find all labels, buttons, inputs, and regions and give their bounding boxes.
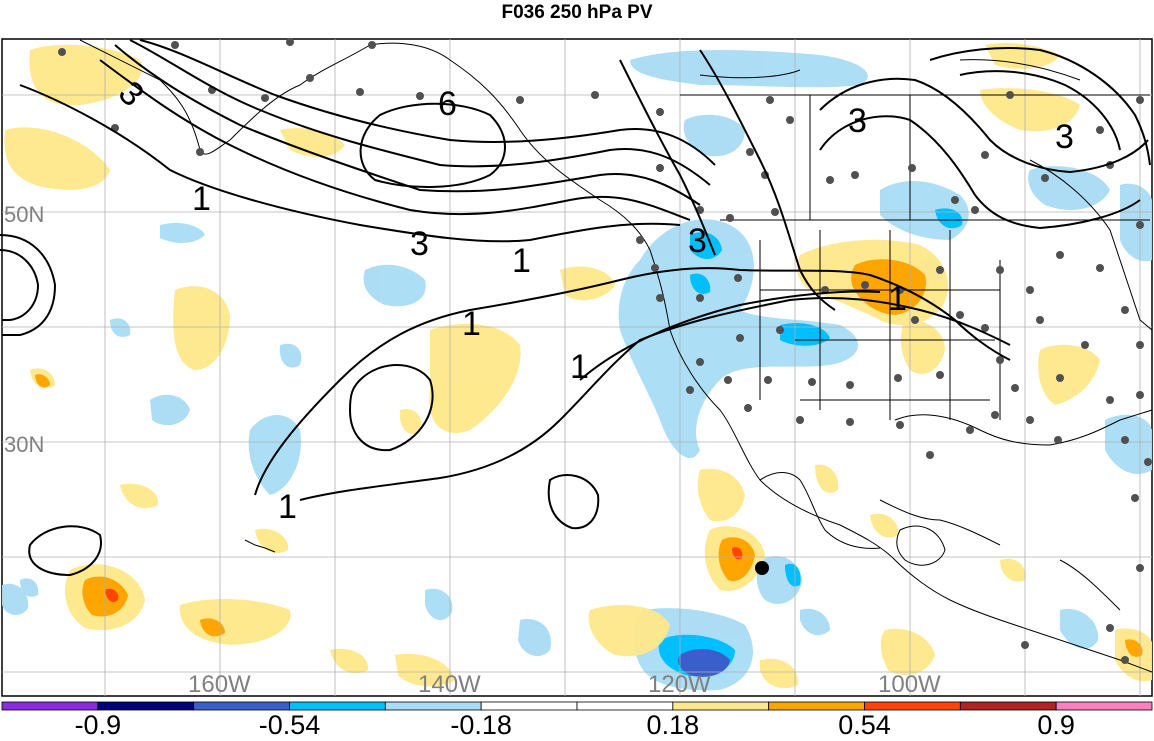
contour-label: 3 xyxy=(848,102,867,140)
contour-label: 1 xyxy=(462,305,481,343)
contour-label: 1 xyxy=(512,242,531,280)
observation-stations xyxy=(58,38,1152,664)
colorbar-swatch xyxy=(97,701,195,711)
colorbar-label: -0.9 xyxy=(74,710,122,740)
contour-labels: 3 6 3 1 1 1 1 1 3 3 3 1 xyxy=(111,74,1074,526)
colorbar-swatch xyxy=(864,701,961,711)
lat-label-30n: 30N xyxy=(4,432,44,457)
colorbar-swatch xyxy=(768,701,865,711)
pv-map: 3 6 3 1 1 1 1 1 3 3 3 1 50N 30N 160W 140… xyxy=(0,38,1153,698)
coastlines-borders xyxy=(79,39,1153,673)
contour-label: 6 xyxy=(438,85,457,123)
contour-label: 3 xyxy=(1055,118,1074,156)
colorbar-label: -0.54 xyxy=(258,710,321,740)
lat-lon-grid xyxy=(2,39,1152,696)
colorbar-swatch xyxy=(672,701,770,711)
colorbar-swatch xyxy=(576,701,674,711)
colorbar-swatch xyxy=(1,701,99,711)
colorbar-swatch xyxy=(1055,701,1153,711)
colorbar-swatch xyxy=(193,701,290,711)
positive-anomaly-strong xyxy=(105,547,743,602)
contour-label: 1 xyxy=(888,280,907,318)
colorbar-label: 0.18 xyxy=(646,710,700,740)
marker-dot xyxy=(755,561,769,575)
colorbar-swatch xyxy=(289,701,386,711)
lon-label-140w: 140W xyxy=(418,671,481,698)
lon-label-160w: 160W xyxy=(188,671,251,698)
contour-label: 1 xyxy=(278,488,297,526)
colorbar-swatch xyxy=(959,701,1057,711)
lat-label-50n: 50N xyxy=(4,202,44,227)
lon-label-100w: 100W xyxy=(878,671,941,698)
contour-label: 3 xyxy=(688,222,707,260)
colorbar-swatch xyxy=(384,701,482,711)
chart-title: F036 250 hPa PV xyxy=(501,2,653,23)
colorbar-label: -0.18 xyxy=(450,710,512,740)
contour-label: 1 xyxy=(570,348,589,386)
pv-contours xyxy=(0,39,1151,577)
colorbar xyxy=(1,701,1153,711)
contour-label: 3 xyxy=(410,225,429,263)
colorbar-label: 0.54 xyxy=(838,710,891,740)
contour-label: 1 xyxy=(192,180,211,218)
lon-label-120w: 120W xyxy=(648,671,711,698)
colorbar-label: 0.9 xyxy=(1037,710,1075,740)
negative-anomaly-strong xyxy=(678,648,730,677)
colorbar-swatch xyxy=(480,701,578,711)
